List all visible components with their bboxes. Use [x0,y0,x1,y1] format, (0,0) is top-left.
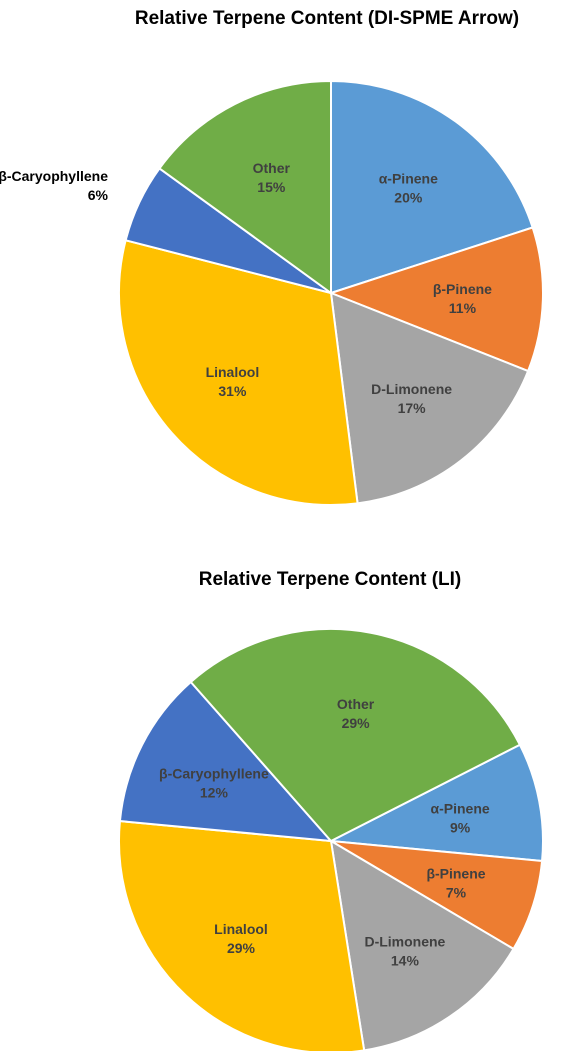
pie-slice-other [189,628,521,842]
slice-label-other: Other 29% [337,696,375,731]
chart-title-di-spme-arrow: Relative Terpene Content (DI-SPME Arrow) [135,8,519,29]
pie-slice-linalool [118,239,359,506]
pie-slice-alpha-pinene [330,743,544,862]
slice-name: β-Caryophyllene [0,168,108,184]
pie-slice-alpha-pinene [330,80,534,294]
slice-label-beta-caryophyllene: β-Caryophyllene 12% [159,765,269,800]
slice-value: 29% [342,715,371,731]
slice-value: 29% [227,940,256,956]
slice-label-other: Other 15% [253,160,291,195]
slice-name: D-Limonene [371,381,452,397]
slice-value: 9% [450,819,471,835]
slice-label-d-limonene: D-Limonene 17% [371,381,452,416]
slice-value: 20% [394,190,423,206]
chart-li: Relative Terpene Content (LI) α-Pinene 9%… [118,569,544,1051]
slice-value: 31% [218,383,247,399]
slice-name: Linalool [214,921,268,937]
chart-di-spme-arrow: Relative Terpene Content (DI-SPME Arrow)… [0,8,544,506]
slice-label-d-limonene: D-Limonene 14% [364,934,445,969]
pie-slice-other [158,80,332,294]
slice-label-beta-caryophyllene: β-Caryophyllene 6% [0,168,109,203]
slice-label-beta-pinene: β-Pinene 11% [433,281,492,316]
pie-slice-linalool [118,820,366,1051]
pie-slice-d-limonene [330,840,515,1051]
slice-value: 14% [391,953,420,969]
slice-value: 17% [398,400,427,416]
slice-name: β-Pinene [433,281,492,297]
chart-title-li: Relative Terpene Content (LI) [199,569,462,590]
slice-name: β-Caryophyllene [159,765,269,781]
slice-name: Other [253,160,291,176]
pie-labels-li: α-Pinene 9% β-Pinene 7% D-Limonene 14% Linaloo… [159,696,490,969]
pie-slices-li [118,628,544,1051]
pie-slice-d-limonene [330,292,530,505]
pie-slices-di-spme-arrow [118,80,544,506]
slice-name: D-Limonene [364,934,445,950]
slice-value: 7% [446,885,467,901]
slice-value: 15% [257,179,286,195]
pie-slice-beta-caryophyllene [118,680,332,842]
slice-value: 12% [200,784,229,800]
slice-name: Other [337,696,375,712]
slice-name: Linalool [206,364,260,380]
slice-label-beta-pinene: β-Pinene 7% [426,866,485,901]
slice-label-alpha-pinene: α-Pinene 9% [431,800,490,835]
slice-label-linalool: Linalool 29% [214,921,268,956]
slice-value: 6% [88,187,109,203]
slice-value: 11% [449,300,477,316]
pie-slice-beta-pinene [330,226,544,373]
slice-label-linalool: Linalool 31% [206,364,260,399]
slice-name: α-Pinene [431,800,490,816]
slice-label-alpha-pinene: α-Pinene 20% [379,171,438,206]
slice-name: β-Pinene [426,866,485,882]
pie-labels-di-spme-arrow: α-Pinene 20% β-Pinene 11% D-Limonene 17% Linal… [0,160,492,416]
slice-name: α-Pinene [379,171,438,187]
